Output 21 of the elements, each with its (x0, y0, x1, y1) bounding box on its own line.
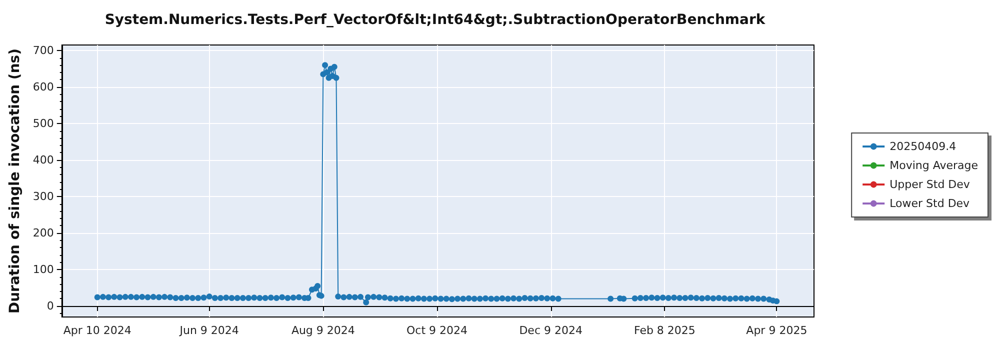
x-tick-label: Jun 9 2024 (178, 324, 239, 337)
y-tick-label: 300 (32, 190, 54, 204)
y-tick-label: 200 (32, 226, 54, 240)
chart-title: System.Numerics.Tests.Perf_VectorOf&lt;Int64&gt;.SubtractionOperatorBenchmark (104, 12, 766, 28)
y-tick-label: 100 (32, 263, 54, 276)
x-tick-label: Apr 9 2025 (746, 324, 808, 337)
x-tick-label: Aug 9 2024 (291, 324, 355, 337)
x-tick-label: Feb 8 2025 (634, 324, 696, 337)
y-tick-label: 600 (32, 80, 54, 94)
y-tick-label: 700 (32, 44, 54, 57)
x-tick-label: Dec 9 2024 (519, 324, 582, 337)
legend-label: Lower Std Dev (890, 197, 970, 210)
x-tick-label: Oct 9 2024 (406, 324, 468, 337)
legend-label: 20250409.4 (890, 140, 956, 153)
y-tick-label: 0 (46, 300, 54, 313)
legend-label: Moving Average (890, 159, 978, 172)
y-axis-title: Duration of single invocation (ns) (7, 48, 23, 314)
y-tick-label: 400 (32, 154, 54, 167)
y-tick-label: 500 (32, 116, 54, 130)
x-tick-label: Apr 10 2024 (63, 324, 132, 337)
legend-label: Upper Std Dev (890, 178, 970, 191)
